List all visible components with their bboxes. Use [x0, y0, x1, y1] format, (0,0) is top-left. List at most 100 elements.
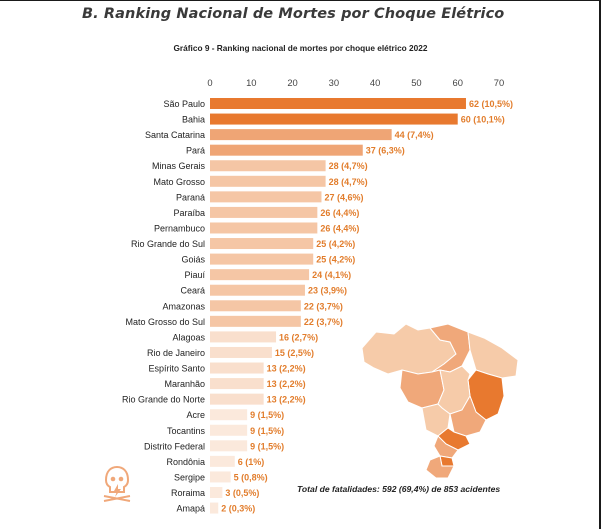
category-label: Rio Grande do Sul — [131, 239, 205, 249]
data-label: 3 (0,5%) — [225, 488, 259, 498]
crossbones — [103, 495, 131, 502]
bar — [210, 113, 458, 125]
map-region-mato-grosso — [399, 369, 445, 409]
skull-lightning-icon — [100, 464, 134, 502]
category-label: São Paulo — [163, 99, 205, 109]
bar — [210, 300, 301, 312]
data-label: 62 (10,5%) — [469, 99, 513, 109]
category-label: Bahia — [182, 115, 205, 125]
map-region-ms — [421, 403, 451, 437]
bar — [210, 160, 326, 172]
category-label: Pernambuco — [154, 223, 205, 233]
data-label: 37 (6,3%) — [366, 146, 405, 156]
category-label: Sergipe — [174, 472, 205, 482]
category-label: Rondônia — [166, 457, 205, 467]
category-label: Piauí — [184, 270, 205, 280]
x-tick-label: 10 — [246, 77, 256, 88]
bar — [210, 191, 322, 203]
data-label: 9 (1,5%) — [250, 410, 284, 420]
data-label: 13 (2,2%) — [267, 364, 306, 374]
data-label: 28 (4,7%) — [329, 177, 368, 187]
chart-title: Gráfico 9 - Ranking nacional de mortes p… — [173, 43, 428, 53]
bar — [210, 409, 248, 421]
data-label: 25 (4,2%) — [316, 239, 355, 249]
category-label: Paraná — [176, 192, 205, 202]
bar — [210, 98, 466, 109]
data-label: 22 (3,7%) — [304, 317, 343, 327]
frame-right-border — [599, 0, 601, 529]
x-tick-label: 40 — [370, 77, 380, 88]
category-label: Pará — [186, 146, 205, 156]
bar — [210, 440, 248, 452]
category-label: Tocantins — [167, 426, 206, 436]
data-label: 26 (4,4%) — [320, 208, 359, 218]
bar — [210, 487, 223, 498]
skull-outline — [104, 465, 130, 493]
category-label: Mato Grosso — [153, 177, 205, 187]
section-title: B. Ranking Nacional de Mortes por Choque… — [82, 6, 505, 22]
category-label: Roraima — [171, 488, 205, 498]
category-label: Mato Grosso do Sul — [125, 317, 205, 327]
category-label: Amazonas — [162, 301, 205, 311]
data-label: 22 (3,7%) — [304, 301, 343, 311]
skull-eye-right — [118, 476, 124, 482]
data-label: 2 (0,3%) — [221, 504, 255, 514]
x-tick-label: 20 — [287, 77, 297, 88]
data-label: 24 (4,1%) — [312, 270, 351, 280]
data-label: 44 (7,4%) — [395, 130, 434, 140]
bar — [210, 362, 264, 374]
lightning-bolt — [114, 484, 121, 497]
bar — [210, 253, 314, 265]
bar — [210, 284, 305, 296]
x-tick-label: 50 — [411, 77, 421, 88]
data-label: 6 (1%) — [238, 457, 265, 467]
category-label: Santa Catarina — [145, 130, 205, 140]
x-tick-label: 30 — [329, 77, 339, 88]
bar — [210, 129, 392, 141]
skull-eye-left — [110, 476, 116, 482]
bar — [210, 331, 277, 343]
bar — [210, 393, 264, 405]
brazil-map-icon — [352, 320, 522, 480]
bar — [210, 144, 363, 156]
data-label: 9 (1,5%) — [250, 426, 284, 436]
category-label: Alagoas — [172, 332, 205, 342]
data-label: 16 (2,7%) — [279, 332, 318, 342]
bar — [210, 378, 264, 390]
map-region-rs — [425, 455, 455, 479]
data-label: 13 (2,2%) — [267, 379, 306, 389]
category-label: Rio Grande do Norte — [122, 395, 205, 405]
category-label: Maranhão — [164, 379, 205, 389]
bar — [210, 238, 314, 250]
data-label: 28 (4,7%) — [329, 161, 368, 171]
data-label: 13 (2,2%) — [267, 395, 306, 405]
data-label: 26 (4,4%) — [320, 223, 359, 233]
data-label: 15 (2,5%) — [275, 348, 314, 358]
category-label: Rio de Janeiro — [147, 348, 205, 358]
category-label: Goiás — [181, 255, 205, 265]
bar — [210, 346, 272, 358]
frame-top-border — [0, 0, 601, 1]
total-fatalities-note: Total de fatalidades: 592 (69,4%) de 853… — [297, 484, 501, 494]
category-label: Espírito Santo — [148, 364, 205, 374]
data-label: 60 (10,1%) — [461, 115, 505, 125]
category-label: Minas Gerais — [152, 161, 206, 171]
x-tick-label: 60 — [452, 77, 462, 88]
category-label: Paraíba — [173, 208, 205, 218]
category-label: Ceará — [180, 286, 205, 296]
data-label: 27 (4,6%) — [324, 192, 363, 202]
data-label: 5 (0,8%) — [234, 472, 268, 482]
bar — [210, 502, 219, 514]
data-label: 23 (3,9%) — [308, 286, 347, 296]
data-label: 25 (4,2%) — [316, 255, 355, 265]
x-tick-label: 70 — [494, 77, 504, 88]
bar — [210, 315, 301, 327]
bar — [210, 424, 248, 436]
x-tick-label: 0 — [207, 77, 212, 88]
data-label: 9 (1,5%) — [250, 441, 284, 451]
map-region-northeast — [467, 331, 519, 379]
bar — [210, 269, 310, 281]
category-label: Amapá — [176, 504, 205, 514]
category-label: Distrito Federal — [144, 441, 205, 451]
